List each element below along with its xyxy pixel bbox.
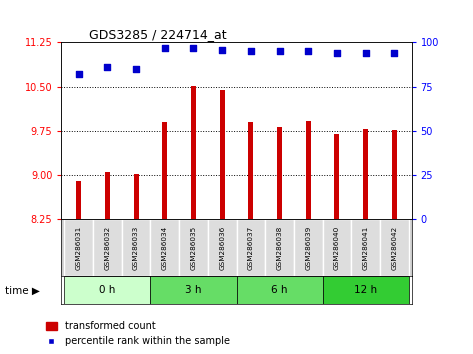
Point: [132, 66, 140, 72]
FancyBboxPatch shape: [150, 276, 236, 304]
FancyBboxPatch shape: [208, 219, 236, 276]
FancyBboxPatch shape: [294, 219, 323, 276]
FancyBboxPatch shape: [351, 219, 380, 276]
Text: GSM286039: GSM286039: [305, 226, 311, 270]
Bar: [248, 122, 254, 219]
FancyBboxPatch shape: [122, 219, 150, 276]
Point: [391, 50, 398, 56]
Text: GSM286034: GSM286034: [162, 226, 168, 270]
Text: GSM286031: GSM286031: [76, 226, 82, 270]
FancyBboxPatch shape: [150, 219, 179, 276]
Text: 0 h: 0 h: [99, 285, 115, 295]
FancyBboxPatch shape: [236, 276, 323, 304]
Point: [219, 47, 226, 52]
Text: GSM286040: GSM286040: [334, 226, 340, 270]
Bar: [277, 127, 282, 219]
FancyBboxPatch shape: [93, 219, 122, 276]
Bar: [219, 90, 225, 219]
Text: 12 h: 12 h: [354, 285, 377, 295]
Bar: [105, 172, 110, 219]
Text: GSM286033: GSM286033: [133, 226, 139, 270]
Legend: transformed count, percentile rank within the sample: transformed count, percentile rank withi…: [43, 319, 233, 349]
Bar: [334, 134, 340, 219]
Point: [75, 72, 82, 77]
Point: [161, 45, 168, 51]
Text: GSM286032: GSM286032: [105, 226, 110, 270]
FancyBboxPatch shape: [323, 276, 409, 304]
Bar: [306, 121, 311, 219]
FancyBboxPatch shape: [265, 219, 294, 276]
FancyBboxPatch shape: [64, 276, 150, 304]
Point: [190, 45, 197, 51]
Text: GSM286037: GSM286037: [248, 226, 254, 270]
FancyBboxPatch shape: [64, 219, 93, 276]
FancyBboxPatch shape: [236, 219, 265, 276]
Text: 3 h: 3 h: [185, 285, 201, 295]
Bar: [191, 86, 196, 219]
FancyBboxPatch shape: [380, 219, 409, 276]
Text: GDS3285 / 224714_at: GDS3285 / 224714_at: [89, 28, 227, 41]
Bar: [392, 130, 397, 219]
Text: GSM286041: GSM286041: [363, 226, 368, 270]
Text: time ▶: time ▶: [5, 285, 40, 295]
Point: [247, 48, 254, 54]
Text: GSM286036: GSM286036: [219, 226, 225, 270]
Point: [333, 50, 341, 56]
Point: [276, 48, 283, 54]
Bar: [133, 174, 139, 219]
Text: GSM286035: GSM286035: [191, 226, 196, 270]
Text: GSM286042: GSM286042: [391, 226, 397, 270]
Bar: [162, 122, 167, 219]
Text: GSM286038: GSM286038: [277, 226, 282, 270]
FancyBboxPatch shape: [323, 219, 351, 276]
Bar: [76, 181, 81, 219]
Point: [305, 48, 312, 54]
Point: [362, 50, 369, 56]
Point: [104, 64, 111, 70]
Bar: [363, 129, 368, 219]
Text: 6 h: 6 h: [272, 285, 288, 295]
FancyBboxPatch shape: [179, 219, 208, 276]
